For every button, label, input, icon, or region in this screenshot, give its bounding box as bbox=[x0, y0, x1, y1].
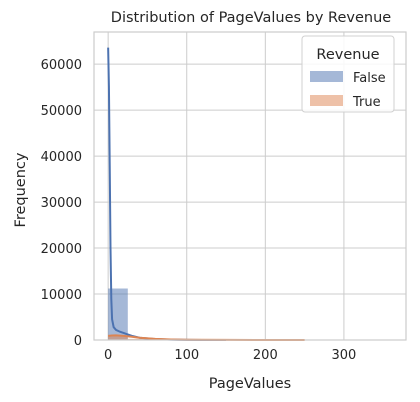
kde-curves bbox=[107, 47, 305, 341]
legend-title: Revenue bbox=[316, 47, 379, 63]
y-tick-labels: 0 10000 20000 30000 40000 50000 60000 bbox=[41, 58, 82, 349]
legend-swatch-true bbox=[310, 95, 343, 106]
plot-border bbox=[93, 31, 407, 341]
histogram-bars bbox=[108, 288, 403, 340]
y-tick-label: 50000 bbox=[41, 104, 82, 119]
plot-frame bbox=[93, 31, 407, 341]
x-tick-labels: 0 100 200 300 bbox=[104, 348, 356, 363]
legend-swatch-false bbox=[310, 71, 343, 82]
chart-title: Distribution of PageValues by Revenue bbox=[111, 10, 391, 26]
legend: Revenue False True bbox=[301, 35, 395, 113]
y-axis-label: Frequency bbox=[13, 152, 29, 227]
x-tick-label: 0 bbox=[104, 348, 112, 363]
legend-label-true: True bbox=[352, 95, 381, 110]
legend-label-false: False bbox=[353, 71, 386, 86]
y-tick-label: 30000 bbox=[41, 196, 82, 211]
bar-true bbox=[108, 336, 128, 340]
y-tick-label: 0 bbox=[74, 334, 82, 349]
x-tick-label: 300 bbox=[332, 348, 357, 363]
x-tick-label: 200 bbox=[253, 348, 278, 363]
x-tick-label: 100 bbox=[174, 348, 199, 363]
y-tick-label: 40000 bbox=[41, 150, 82, 165]
y-tick-label: 10000 bbox=[41, 288, 82, 303]
x-axis-label: PageValues bbox=[209, 376, 291, 392]
y-tick-label: 20000 bbox=[41, 242, 82, 257]
legend-box bbox=[301, 35, 395, 113]
y-tick-label: 60000 bbox=[41, 58, 82, 73]
